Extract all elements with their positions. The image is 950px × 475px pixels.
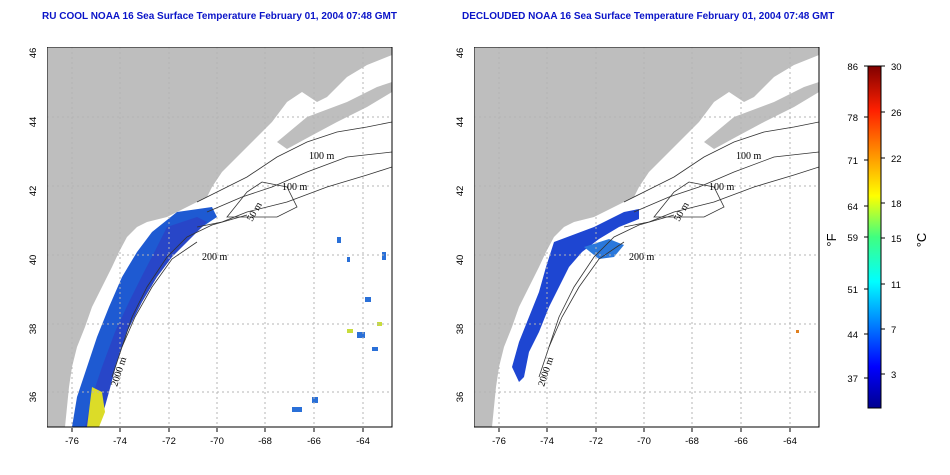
colorbar-c-tick: 15: [891, 234, 902, 245]
y-tick-label: 42: [455, 186, 466, 197]
x-tick-label: -68: [258, 436, 272, 447]
colorbar-c-tick: 22: [891, 154, 902, 165]
y-tick-label: 38: [28, 324, 39, 335]
contour-label: 100 m: [709, 182, 735, 193]
panel-title-left: RU COOL NOAA 16 Sea Surface Temperature …: [42, 11, 397, 22]
x-tick-label: -70: [210, 436, 224, 447]
x-axis-right: -76 -74 -72 -70 -68 -66 -64: [492, 428, 797, 447]
colorbar-f-tick: 51: [847, 285, 858, 296]
y-tick-label: 46: [455, 48, 466, 59]
x-tick-label: -72: [589, 436, 603, 447]
colorbar-c-tick: 18: [891, 199, 902, 210]
colorbar-f-tick: 37: [847, 374, 858, 385]
colorbar-f-tick: 44: [847, 330, 858, 341]
grid-lines: [47, 47, 392, 427]
contour-label: 100 m: [282, 182, 308, 193]
y-tick-label: 44: [28, 117, 39, 128]
x-tick-label: -76: [65, 436, 79, 447]
x-tick-label: -68: [685, 436, 699, 447]
colorbar-c-tick: 3: [891, 370, 896, 381]
celsius-unit-label: °C: [914, 233, 929, 248]
sst-swath: [512, 209, 639, 382]
map-frame: [47, 47, 393, 428]
land-mass: [474, 47, 819, 427]
x-tick-label: -74: [113, 436, 127, 447]
y-tick-label: 46: [28, 48, 39, 59]
colorbar-c-tick: 11: [891, 280, 901, 291]
y-tick-label: 36: [28, 392, 39, 403]
contour-label: 200 m: [629, 252, 655, 263]
panel-title-right: DECLOUDED NOAA 16 Sea Surface Temperatur…: [462, 11, 835, 22]
colorbar-f-tick: 78: [847, 113, 858, 124]
y-tick-label: 42: [28, 186, 39, 197]
colorbar-f-tick: 71: [847, 156, 858, 167]
y-axis-right: 36 38 40 42 44 46: [455, 48, 466, 403]
y-axis-left: 36 38 40 42 44 46: [28, 48, 39, 403]
x-tick-label: -74: [540, 436, 554, 447]
x-tick-label: -70: [637, 436, 651, 447]
x-tick-label: -64: [783, 436, 797, 447]
contour-label: 200 m: [202, 252, 228, 263]
colorbar-f-tick: 86: [847, 62, 858, 73]
x-tick-label: -66: [307, 436, 321, 447]
bathymetry-contours: [538, 121, 819, 378]
bathymetry-contours: [111, 121, 392, 378]
y-tick-label: 38: [455, 324, 466, 335]
colorbar-c-tick: 26: [891, 108, 902, 119]
colorbar: 86 78 71 64 59 51 44 37 30 26 22 18 15 1…: [824, 62, 929, 409]
y-tick-label: 40: [28, 255, 39, 266]
x-axis-left: -76 -74 -72 -70 -68 -66 -64: [65, 428, 370, 447]
grid-lines: [474, 47, 819, 427]
colorbar-c-tick: 30: [891, 62, 902, 73]
x-tick-label: -76: [492, 436, 506, 447]
contour-label: 100 m: [309, 151, 335, 162]
colorbar-f-tick: 64: [847, 202, 858, 213]
contour-label: 100 m: [736, 151, 762, 162]
sst-map-raw: 100 m 100 m 50 m 200 m 2000 m: [47, 47, 393, 428]
colorbar-c-tick: 7: [891, 325, 896, 336]
colorbar-gradient: [867, 65, 882, 409]
land-mass: [47, 47, 392, 427]
y-tick-label: 44: [455, 117, 466, 128]
map-frame: [474, 47, 820, 428]
x-tick-label: -72: [162, 436, 176, 447]
y-tick-label: 40: [455, 255, 466, 266]
y-tick-label: 36: [455, 392, 466, 403]
colorbar-f-tick: 59: [847, 233, 858, 244]
sst-map-declouded: 100 m 100 m 50 m 200 m 2000 m: [474, 47, 820, 428]
x-tick-label: -64: [356, 436, 370, 447]
x-tick-label: -66: [734, 436, 748, 447]
fahrenheit-unit-label: °F: [824, 233, 839, 246]
